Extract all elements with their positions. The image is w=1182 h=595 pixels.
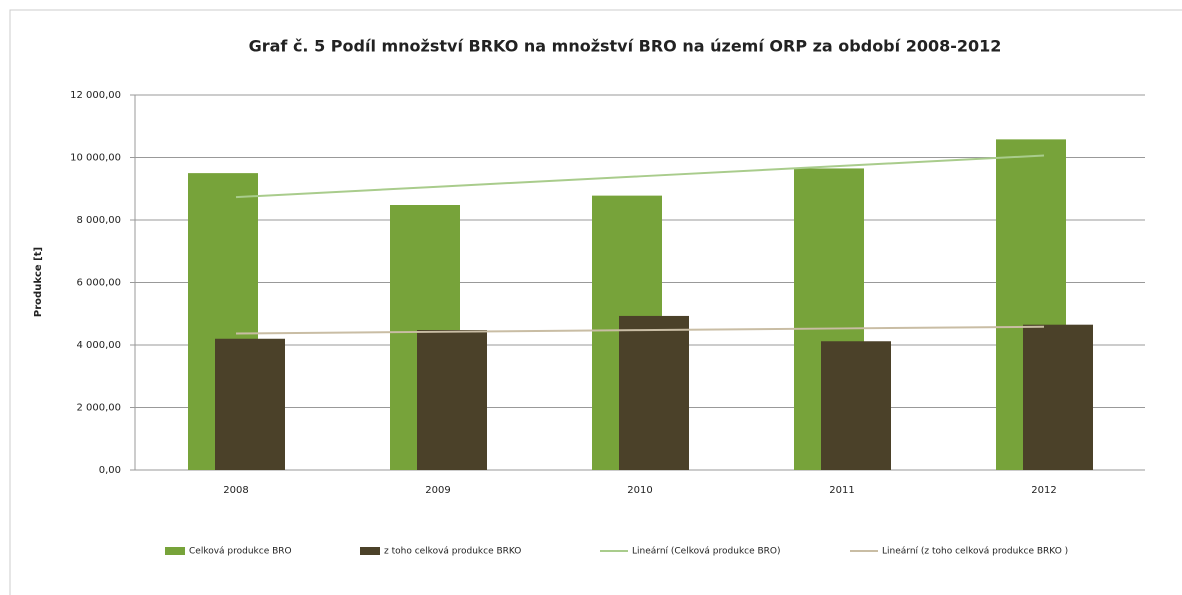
bar	[619, 315, 689, 470]
legend-swatch	[165, 547, 185, 555]
trend-line	[235, 154, 1045, 199]
legend-label: Lineární (z toho celková produkce BRKO )	[882, 547, 1068, 557]
y-tick-label: 4 000,00	[76, 340, 121, 351]
y-tick-label: 8 000,00	[76, 215, 121, 226]
trend-line	[235, 325, 1045, 335]
y-tick-label: 0,00	[99, 465, 121, 476]
x-tick-label: 2008	[223, 485, 248, 496]
bar	[821, 341, 891, 470]
bar	[417, 330, 487, 470]
x-tick-label: 2012	[1031, 485, 1056, 496]
chart-frame	[9, 9, 1182, 595]
y-axis-label: Produkce [t]	[33, 247, 44, 317]
x-tick-label: 2010	[627, 485, 652, 496]
y-tick-label: 10 000,00	[70, 153, 121, 164]
legend-label: Lineární (Celková produkce BRO)	[632, 547, 781, 557]
legend-label: z toho celková produkce BRKO	[384, 547, 521, 557]
bar	[1023, 324, 1093, 470]
bar	[215, 338, 285, 470]
y-tick-label: 12 000,00	[70, 90, 121, 101]
legend-label: Celková produkce BRO	[189, 547, 292, 557]
x-tick-label: 2011	[829, 485, 854, 496]
chart-title: Graf č. 5 Podíl množství BRKO na množstv…	[249, 37, 1002, 56]
y-tick-label: 2 000,00	[76, 403, 121, 414]
y-tick-label: 6 000,00	[76, 278, 121, 289]
legend-swatch	[360, 547, 380, 555]
x-tick-label: 2009	[425, 485, 450, 496]
